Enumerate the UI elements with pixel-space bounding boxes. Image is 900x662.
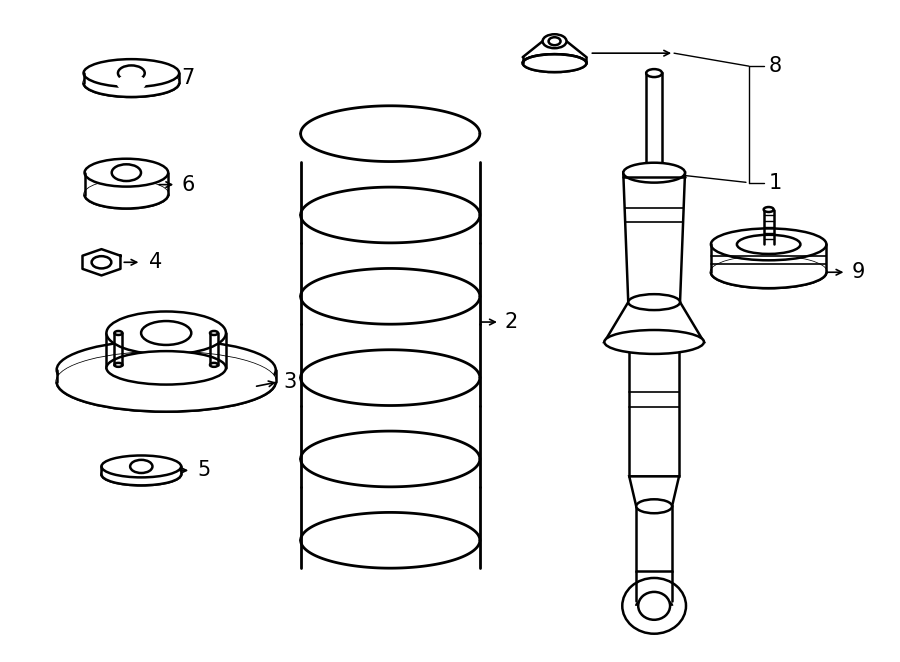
Ellipse shape [141,321,192,345]
Ellipse shape [523,54,587,72]
Ellipse shape [84,69,179,97]
Ellipse shape [58,353,274,410]
Text: 2: 2 [505,312,518,332]
Text: 4: 4 [149,252,163,272]
Text: 9: 9 [851,262,865,282]
Text: 5: 5 [197,460,211,481]
Ellipse shape [102,463,181,485]
Ellipse shape [85,181,168,209]
Ellipse shape [86,181,167,208]
Bar [636,506,672,571]
Ellipse shape [622,578,686,634]
Polygon shape [624,173,685,302]
Ellipse shape [118,66,145,81]
Text: 6: 6 [181,175,194,195]
Ellipse shape [114,331,122,335]
Ellipse shape [523,54,587,72]
Ellipse shape [712,258,825,287]
Ellipse shape [543,34,566,48]
Ellipse shape [624,163,685,183]
Ellipse shape [210,331,218,335]
Ellipse shape [106,351,226,385]
Ellipse shape [646,169,662,177]
Polygon shape [629,477,679,506]
Ellipse shape [84,59,179,87]
Ellipse shape [112,164,141,181]
Bar [646,73,662,173]
Ellipse shape [646,69,662,77]
Ellipse shape [57,352,275,412]
Ellipse shape [737,235,800,254]
Ellipse shape [604,330,704,354]
Ellipse shape [85,70,178,96]
Ellipse shape [130,460,152,473]
Text: 3: 3 [284,372,297,392]
Ellipse shape [114,363,122,367]
Ellipse shape [636,499,672,513]
Ellipse shape [57,340,275,400]
Ellipse shape [102,455,181,477]
Ellipse shape [92,256,112,268]
Text: 8: 8 [769,56,782,76]
Ellipse shape [638,592,670,620]
Ellipse shape [549,37,561,45]
Ellipse shape [210,363,218,367]
Ellipse shape [85,159,168,187]
Polygon shape [604,302,704,342]
Text: 1: 1 [769,173,782,193]
Ellipse shape [103,464,180,485]
Ellipse shape [106,312,226,354]
Ellipse shape [711,228,826,260]
Ellipse shape [764,207,774,212]
Ellipse shape [711,256,826,288]
Text: 7: 7 [181,68,194,88]
Ellipse shape [628,294,680,310]
Ellipse shape [118,75,145,91]
Bar [629,342,679,477]
